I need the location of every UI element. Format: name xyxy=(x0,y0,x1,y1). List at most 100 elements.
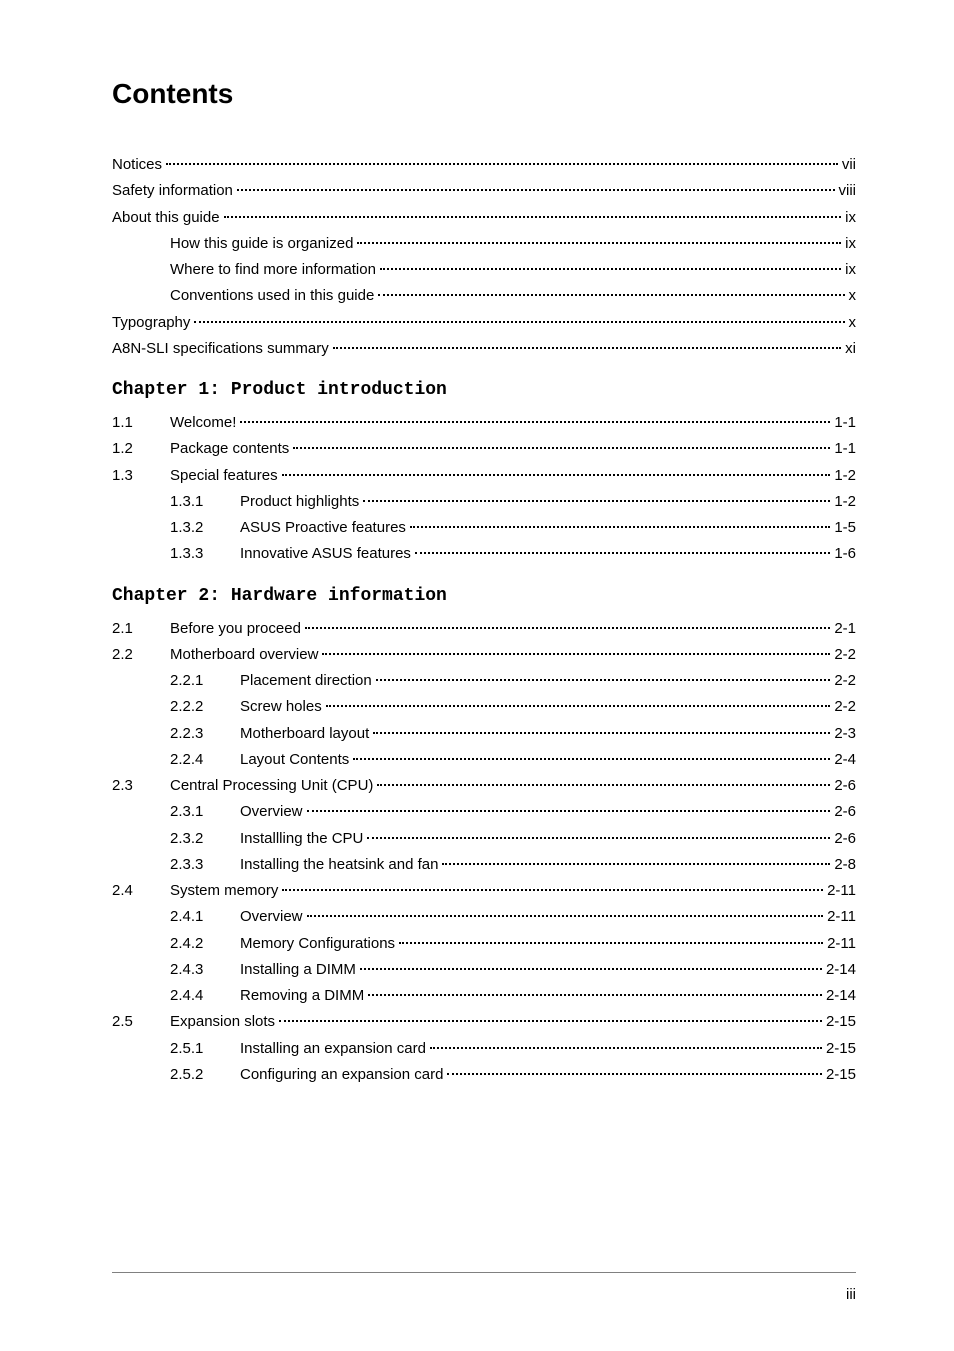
toc-label: Placement direction xyxy=(240,668,372,694)
toc-number: 1.3 xyxy=(112,463,170,489)
toc-entry: 2.5.2Configuring an expansion card 2-15 xyxy=(112,1062,856,1088)
toc-entry: 2.4.4Removing a DIMM 2-14 xyxy=(112,983,856,1009)
toc-leader-dots xyxy=(415,552,830,554)
toc-entry: 2.4.2Memory Configurations 2-11 xyxy=(112,931,856,957)
toc-leader-dots xyxy=(442,863,830,865)
toc-entry: 2.2.1Placement direction 2-2 xyxy=(112,668,856,694)
toc-entry: 1.3.3Innovative ASUS features 1-6 xyxy=(112,541,856,567)
toc-page: xi xyxy=(845,336,856,362)
toc-page: 2-15 xyxy=(826,1036,856,1062)
toc-page: 2-14 xyxy=(826,957,856,983)
toc-page: 1-5 xyxy=(834,515,856,541)
toc-entry: About this guide ix xyxy=(112,205,856,231)
toc-page: viii xyxy=(839,178,857,204)
toc-page: x xyxy=(849,283,857,309)
toc-leader-dots xyxy=(307,915,824,917)
toc-number: 2.2.4 xyxy=(170,747,240,773)
toc-label: Layout Contents xyxy=(240,747,349,773)
toc-page: 1-6 xyxy=(834,541,856,567)
toc-leader-dots xyxy=(363,500,830,502)
toc-label: Welcome! xyxy=(170,410,236,436)
toc-page: 2-15 xyxy=(826,1062,856,1088)
toc-leader-dots xyxy=(326,705,831,707)
toc-number: 2.4.1 xyxy=(170,904,240,930)
toc-label: Overview xyxy=(240,799,303,825)
toc-page: 1-2 xyxy=(834,463,856,489)
footer-rule xyxy=(112,1272,856,1273)
toc-entry: 2.2.4Layout Contents 2-4 xyxy=(112,747,856,773)
toc-leader-dots xyxy=(353,758,830,760)
toc-page: 2-3 xyxy=(834,721,856,747)
toc-number: 2.5.2 xyxy=(170,1062,240,1088)
toc-entry: 2.1Before you proceed 2-1 xyxy=(112,616,856,642)
toc-entry: 1.3.2ASUS Proactive features 1-5 xyxy=(112,515,856,541)
toc-label: Before you proceed xyxy=(170,616,301,642)
chapters-block: Chapter 1: Product introduction 1.1Welcom… xyxy=(112,380,856,1088)
toc-page: vii xyxy=(842,152,856,178)
toc-number: 2.4.4 xyxy=(170,983,240,1009)
toc-number: 2.4 xyxy=(112,878,170,904)
toc-page: ix xyxy=(845,205,856,231)
toc-number: 1.3.2 xyxy=(170,515,240,541)
toc-number: 2.2.1 xyxy=(170,668,240,694)
toc-label: Innovative ASUS features xyxy=(240,541,411,567)
toc-leader-dots xyxy=(373,732,830,734)
toc-label: Special features xyxy=(170,463,278,489)
toc-label: Installing the heatsink and fan xyxy=(240,852,438,878)
toc-entry: 2.4System memory 2-11 xyxy=(112,878,856,904)
toc-leader-dots xyxy=(367,837,830,839)
toc-entry: 2.3.3Installing the heatsink and fan 2-8 xyxy=(112,852,856,878)
toc-entry: How this guide is organized ix xyxy=(112,231,856,257)
chapter-heading: Chapter 1: Product introduction xyxy=(112,380,856,400)
toc-leader-dots xyxy=(293,447,830,449)
toc-page: 2-6 xyxy=(834,773,856,799)
toc-entry: Conventions used in this guide x xyxy=(112,283,856,309)
toc-page: 1-2 xyxy=(834,489,856,515)
toc-leader-dots xyxy=(279,1020,822,1022)
toc-label: Installing an expansion card xyxy=(240,1036,426,1062)
toc-label: Central Processing Unit (CPU) xyxy=(170,773,373,799)
toc-page: 2-6 xyxy=(834,799,856,825)
toc-entry: 1.1Welcome! 1-1 xyxy=(112,410,856,436)
toc-leader-dots xyxy=(368,994,822,996)
toc-page: 2-8 xyxy=(834,852,856,878)
toc-entry: 2.3.2Installling the CPU 2-6 xyxy=(112,826,856,852)
chapter-heading: Chapter 2: Hardware information xyxy=(112,586,856,606)
toc-label: Safety information xyxy=(112,178,233,204)
toc-page: 2-11 xyxy=(827,904,856,930)
toc-number: 2.3 xyxy=(112,773,170,799)
toc-number: 2.3.1 xyxy=(170,799,240,825)
toc-leader-dots xyxy=(357,242,841,244)
toc-label: Where to find more information xyxy=(170,257,376,283)
toc-page: 2-2 xyxy=(834,642,856,668)
toc-number: 1.2 xyxy=(112,436,170,462)
toc-label: ASUS Proactive features xyxy=(240,515,406,541)
toc-number: 1.1 xyxy=(112,410,170,436)
toc-label: Screw holes xyxy=(240,694,322,720)
toc-label: Product highlights xyxy=(240,489,359,515)
toc-leader-dots xyxy=(380,268,841,270)
toc-leader-dots xyxy=(376,679,831,681)
toc-label: System memory xyxy=(170,878,278,904)
toc-number: 2.2.3 xyxy=(170,721,240,747)
toc-leader-dots xyxy=(377,784,830,786)
toc-page: 2-14 xyxy=(826,983,856,1009)
toc-page: 2-11 xyxy=(827,931,856,957)
toc-label: Configuring an expansion card xyxy=(240,1062,443,1088)
toc-label: Conventions used in this guide xyxy=(170,283,374,309)
toc-number: 2.3.2 xyxy=(170,826,240,852)
toc-page: 2-2 xyxy=(834,668,856,694)
toc-page: ix xyxy=(845,231,856,257)
toc-number: 1.3.3 xyxy=(170,541,240,567)
toc-leader-dots xyxy=(333,347,841,349)
toc-page: 2-1 xyxy=(834,616,856,642)
toc-leader-dots xyxy=(360,968,822,970)
toc-page: x xyxy=(849,310,857,336)
toc-entry: 2.3.1Overview 2-6 xyxy=(112,799,856,825)
toc-number: 2.5 xyxy=(112,1009,170,1035)
toc-page: 2-6 xyxy=(834,826,856,852)
toc-number: 2.4.3 xyxy=(170,957,240,983)
toc-entry: 1.3.1Product highlights 1-2 xyxy=(112,489,856,515)
toc-page: 2-4 xyxy=(834,747,856,773)
toc-leader-dots xyxy=(447,1073,822,1075)
